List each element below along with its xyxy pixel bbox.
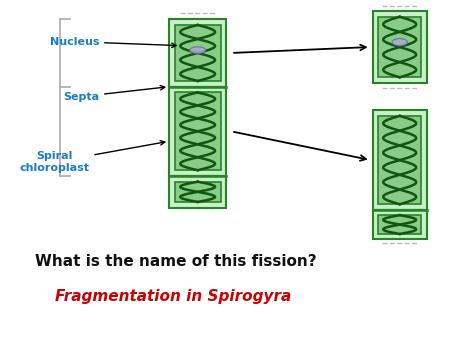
Bar xyxy=(169,19,226,87)
Bar xyxy=(378,116,421,204)
Bar xyxy=(373,110,427,210)
Text: What is the name of this fission?: What is the name of this fission? xyxy=(35,254,317,269)
Bar xyxy=(373,11,427,83)
Bar xyxy=(373,210,427,239)
Bar xyxy=(169,176,226,208)
Bar xyxy=(175,25,220,81)
Ellipse shape xyxy=(392,38,407,46)
Bar xyxy=(175,93,220,170)
Bar xyxy=(169,87,226,176)
Ellipse shape xyxy=(190,47,206,54)
Bar xyxy=(175,182,220,202)
Text: Septa: Septa xyxy=(63,85,165,102)
Text: Nucleus: Nucleus xyxy=(50,37,176,48)
Bar xyxy=(378,17,421,77)
Text: Fragmentation in Spirogyra: Fragmentation in Spirogyra xyxy=(55,289,291,304)
Bar xyxy=(378,215,421,234)
Text: Spiral
chloroplast: Spiral chloroplast xyxy=(19,141,165,173)
